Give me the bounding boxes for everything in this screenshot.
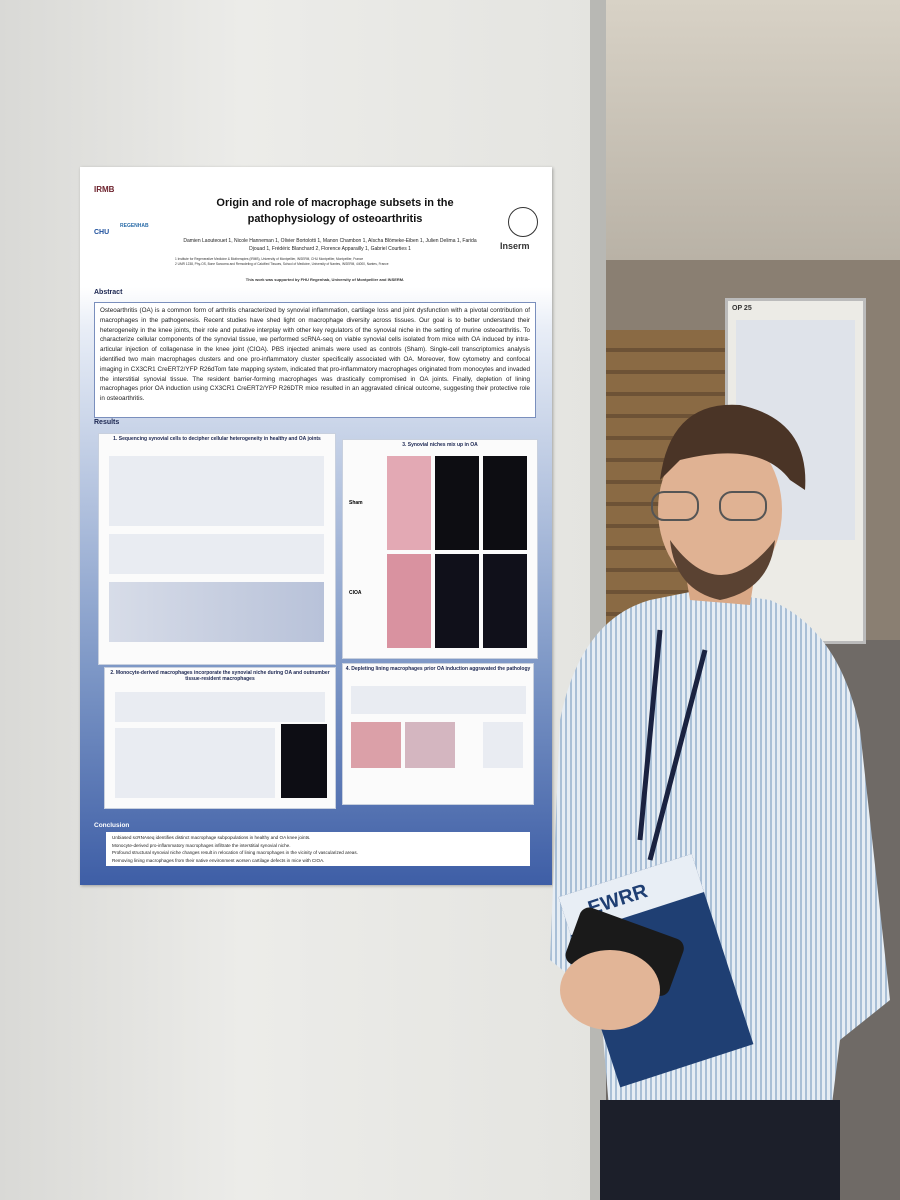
hair <box>660 404 806 490</box>
conclusion-box: Unbiased scRNAseq identifies distinct ma… <box>106 832 530 866</box>
conclusion-point: Unbiased scRNAseq identifies distinct ma… <box>112 835 311 840</box>
abstract-heading: Abstract <box>94 289 123 296</box>
conclusion-heading: Conclusion <box>94 822 130 829</box>
beard <box>670 540 775 600</box>
poster-title: Origin and role of macrophage subsets in… <box>216 197 454 225</box>
trousers <box>600 1100 840 1200</box>
figure <box>483 722 523 768</box>
results-heading: Results <box>94 419 120 426</box>
histology-image <box>405 722 455 768</box>
conclusion-point: Removing lining macrophages from their n… <box>112 857 325 863</box>
authors: Damien Laouteouet 1, Nicole Hanneman 1, … <box>183 238 477 252</box>
logo-irmb: IRMB <box>94 185 115 194</box>
booth-number: OP 25 <box>732 305 752 312</box>
logo-chu: CHU <box>94 229 110 236</box>
results-panel: 2. Monocyte-derived macrophages incorpor… <box>104 667 336 809</box>
panel-title: 2. Monocyte-derived macrophages incorpor… <box>110 670 330 682</box>
confocal-image <box>435 554 479 648</box>
figure <box>109 456 324 526</box>
university-seal <box>508 207 538 237</box>
confocal-image <box>483 456 527 550</box>
glasses <box>719 491 767 521</box>
confocal-image <box>483 554 527 648</box>
results-panel: 4. Depleting lining macrophages prior OA… <box>342 663 534 805</box>
funding: This work was supported by FHU Regenhab,… <box>245 277 405 282</box>
conclusion-point: Profound structural synovial niche chang… <box>112 850 358 855</box>
figure <box>115 692 325 722</box>
figure <box>109 534 324 574</box>
affiliation: 1 Institute for Regenerative Medicine & … <box>175 257 364 261</box>
results-panel: 1. Sequencing synovial cells to decipher… <box>98 433 336 665</box>
abstract-text: Osteoarthritis (OA) is a common form of … <box>100 307 530 403</box>
histology-image <box>387 554 431 648</box>
logo-inserm: Inserm <box>500 241 530 251</box>
confocal-image <box>281 724 327 798</box>
abstract-box: Osteoarthritis (OA) is a common form of … <box>94 302 536 418</box>
figure <box>109 582 324 642</box>
histology-image <box>351 722 401 768</box>
panel-title: 1. Sequencing synovial cells to decipher… <box>113 436 321 442</box>
poster: IRMB CHU REGENHAB Inserm Origin and role… <box>80 167 552 885</box>
figure <box>351 686 526 714</box>
condition-label: CIOA <box>349 590 362 596</box>
confocal-image <box>435 456 479 550</box>
affiliation: 2 UMR 1238, Phy-OS, Bone Sarcoma and Rem… <box>175 262 389 266</box>
lanyard <box>637 629 708 861</box>
ceiling <box>600 0 900 260</box>
hand <box>560 950 660 1030</box>
condition-label: Sham <box>349 500 363 506</box>
figure <box>115 728 275 798</box>
logo-regenhab: REGENHAB <box>120 223 149 229</box>
histology-image <box>387 456 431 550</box>
panel-title: 4. Depleting lining macrophages prior OA… <box>345 666 531 672</box>
affiliations: 1 Institute for Regenerative Medicine & … <box>175 257 485 267</box>
person: EWRR <box>550 404 890 1200</box>
glasses <box>651 491 699 521</box>
results-panel: 3. Synovial niches mix up in OA Sham CIO… <box>342 439 538 659</box>
conclusion-point: Monocyte-derived pro-inflammatory macrop… <box>112 842 291 848</box>
panel-title: 3. Synovial niches mix up in OA <box>402 442 478 448</box>
